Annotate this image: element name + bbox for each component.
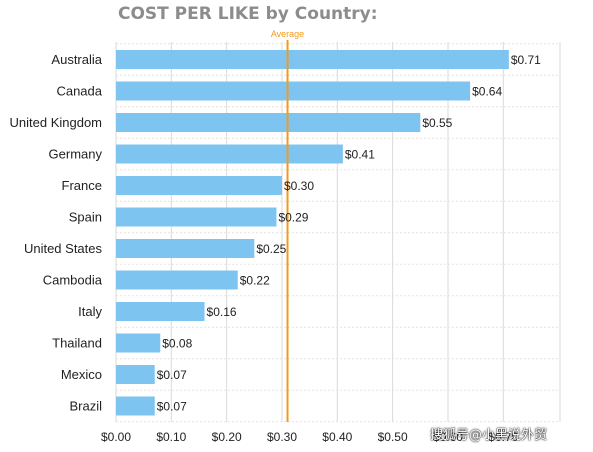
x-tick-label: $0.60: [433, 430, 463, 444]
x-tick-label: $0.70: [488, 430, 518, 444]
category-label: Germany: [49, 147, 103, 162]
bar: [116, 333, 161, 353]
category-label: Cambodia: [43, 273, 103, 288]
value-label: $0.16: [207, 305, 237, 319]
category-label: Mexico: [61, 367, 102, 382]
bar: [116, 302, 205, 321]
x-tick-label: $0.50: [378, 430, 408, 444]
category-label: France: [62, 178, 102, 193]
category-label: Canada: [56, 84, 102, 99]
value-label: $0.41: [345, 148, 375, 162]
value-label: $0.71: [511, 53, 541, 67]
value-label: $0.29: [278, 211, 308, 225]
bar: [116, 239, 255, 258]
value-label: $0.55: [422, 116, 452, 130]
category-label: Australia: [51, 52, 102, 67]
value-label: $0.25: [256, 242, 286, 256]
bar: [116, 81, 471, 101]
value-label: $0.30: [284, 179, 314, 193]
chart-title: COST PER LIKE by Country:: [118, 4, 378, 24]
category-label: Spain: [69, 210, 102, 225]
bar: [116, 176, 282, 195]
value-label: $0.22: [240, 274, 270, 288]
x-tick-label: $0.30: [267, 430, 297, 444]
x-tick-label: $0.40: [322, 430, 352, 444]
value-label: $0.64: [472, 85, 502, 99]
bar: [116, 113, 421, 132]
bars: [116, 50, 509, 416]
labels: $0.00 $0.10 $0.20 $0.30 $0.40 $0.50 $0.60 $0.70…: [10, 29, 542, 444]
category-label: United Kingdom: [10, 115, 103, 130]
category-label: United States: [24, 241, 103, 256]
value-label: $0.08: [162, 337, 192, 351]
grid-lines: [115, 42, 561, 423]
category-label: Brazil: [69, 399, 102, 414]
bar: [116, 270, 238, 290]
watermark: 搜狐号@小黑说外贸: [430, 428, 548, 443]
average-label: Average: [271, 29, 304, 39]
category-label: Italy: [78, 304, 102, 319]
category-label: Thailand: [52, 336, 102, 351]
x-tick-label: $0.00: [101, 430, 131, 444]
value-label: $0.07: [157, 368, 187, 382]
bar: [116, 396, 155, 416]
bar: [116, 207, 277, 227]
x-tick-label: $0.10: [156, 430, 186, 444]
value-label: $0.07: [157, 400, 187, 414]
x-tick-label: $0.20: [212, 430, 242, 444]
bar: [116, 50, 509, 69]
bar: [116, 365, 155, 384]
bar: [116, 144, 343, 164]
